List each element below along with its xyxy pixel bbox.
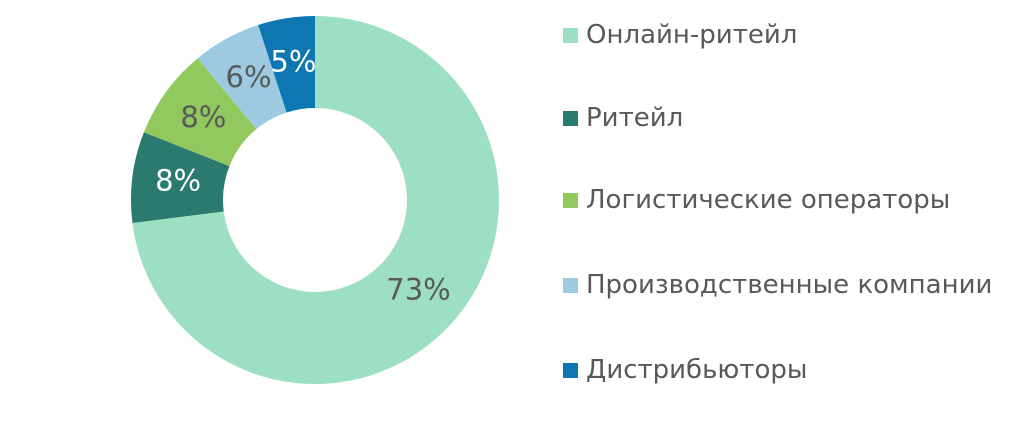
slice	[143, 58, 257, 167]
legend-swatch	[563, 193, 578, 208]
legend-item: Логистические операторы	[563, 182, 1011, 218]
legend-swatch	[563, 278, 578, 293]
legend-swatch	[563, 111, 578, 126]
legend-item: Дистрибьюторы	[563, 352, 1011, 388]
slice	[132, 16, 499, 384]
legend-label: Онлайн-ритейл	[586, 20, 798, 50]
legend-label: Ритейл	[586, 103, 684, 133]
slice	[131, 132, 230, 224]
legend-label: Дистрибьюторы	[586, 355, 808, 385]
value-label: 8%	[180, 100, 226, 134]
legend-item: Производственные компании	[563, 267, 1011, 303]
slice	[197, 25, 287, 130]
legend-swatch	[563, 363, 578, 378]
legend-item: Онлайн-ритейл	[563, 17, 1011, 53]
donut: 73%8%8%6%5%	[131, 16, 499, 384]
legend-swatch	[563, 28, 578, 43]
value-label: 6%	[226, 60, 272, 94]
value-label: 5%	[270, 45, 316, 79]
value-label: 8%	[155, 164, 201, 198]
legend-item: Ритейл	[563, 100, 1011, 136]
slice	[258, 16, 315, 113]
value-label: 73%	[386, 272, 450, 306]
legend-label: Логистические операторы	[586, 185, 951, 215]
legend-label: Производственные компании	[586, 270, 993, 300]
